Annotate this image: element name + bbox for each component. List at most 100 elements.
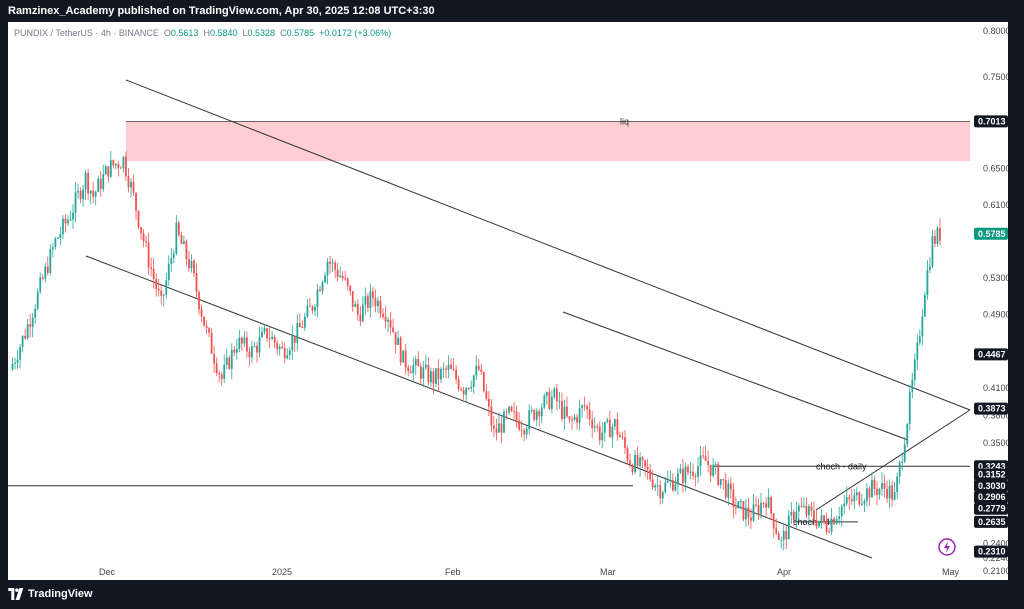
candle-body bbox=[583, 405, 586, 407]
symbol-legend: PUNDIX / TetherUS · 4h · BINANCE O0.5613… bbox=[14, 28, 391, 38]
candle-body bbox=[114, 164, 117, 166]
candle-body bbox=[177, 222, 180, 235]
candle-body bbox=[109, 160, 112, 177]
candle-body bbox=[576, 416, 578, 423]
candle-body bbox=[266, 328, 268, 339]
candle-body bbox=[316, 289, 319, 307]
candle-body bbox=[646, 466, 649, 470]
open-value: 0.5613 bbox=[170, 28, 199, 38]
candle-body bbox=[508, 406, 510, 413]
candle-body bbox=[712, 464, 715, 476]
candle-body bbox=[102, 174, 105, 190]
candle-body bbox=[268, 338, 271, 340]
liquidity-zone bbox=[126, 121, 970, 162]
candle-body bbox=[321, 282, 324, 291]
candle-body bbox=[757, 504, 760, 514]
candle-body bbox=[112, 160, 115, 166]
high-value: 0.5840 bbox=[209, 28, 238, 38]
candle-body bbox=[460, 388, 463, 391]
candle-body bbox=[145, 241, 147, 243]
price-label-box bbox=[974, 468, 1008, 481]
candle-body bbox=[465, 388, 468, 395]
candle-body bbox=[477, 365, 480, 370]
candle-body bbox=[568, 416, 571, 420]
candle-body bbox=[147, 242, 150, 268]
candle-body bbox=[31, 317, 34, 327]
footer-bar: TradingView bbox=[0, 580, 1024, 609]
candle-body bbox=[495, 428, 498, 433]
brand-name[interactable]: TradingView bbox=[28, 588, 93, 600]
candle-body bbox=[72, 212, 74, 220]
candle-body bbox=[545, 392, 548, 396]
chart-plot-area[interactable]: liq choch - daily choch - 4h 0.8000 0.7500 0.… bbox=[8, 22, 1008, 580]
candle-body bbox=[520, 429, 523, 431]
candle-body bbox=[346, 278, 349, 286]
candle-body bbox=[344, 278, 347, 280]
price-label-box bbox=[974, 348, 1008, 361]
candle-body bbox=[11, 363, 14, 370]
candle-body bbox=[256, 346, 258, 353]
candle-body bbox=[369, 291, 372, 308]
candle-body bbox=[414, 359, 417, 366]
price-label-text: 0.2635 bbox=[978, 517, 1006, 527]
candle-body bbox=[578, 408, 581, 423]
price-label-text: 0.2310 bbox=[978, 547, 1006, 557]
candle-body bbox=[99, 178, 102, 190]
candle-body bbox=[797, 505, 800, 512]
candle-body bbox=[767, 497, 770, 508]
candle-body bbox=[886, 488, 888, 499]
candle-body bbox=[538, 411, 541, 417]
candle-body bbox=[815, 520, 818, 527]
candle-body bbox=[379, 300, 382, 314]
candle-body bbox=[39, 277, 42, 292]
candle-body bbox=[533, 410, 536, 420]
tradingview-logo-icon[interactable] bbox=[8, 588, 24, 600]
candle-body bbox=[591, 419, 594, 428]
candle-body bbox=[734, 507, 737, 509]
candle-body bbox=[223, 364, 226, 379]
candle-body bbox=[843, 503, 846, 507]
candle-body bbox=[480, 369, 483, 373]
candle-body bbox=[152, 269, 155, 279]
candle-body bbox=[62, 218, 64, 235]
candle-body bbox=[775, 528, 778, 534]
candle-body bbox=[137, 210, 140, 228]
candle-body bbox=[82, 189, 84, 200]
candle-body bbox=[155, 278, 158, 289]
lightning-icon[interactable] bbox=[938, 538, 956, 556]
candle-body bbox=[903, 444, 906, 462]
candle-body bbox=[684, 466, 687, 483]
liquidity-label: liq bbox=[620, 116, 629, 126]
candle-body bbox=[641, 457, 644, 461]
candle-body bbox=[921, 316, 924, 337]
candle-body bbox=[782, 531, 785, 540]
candle-body bbox=[636, 454, 639, 467]
candle-body bbox=[341, 275, 344, 279]
candle-body bbox=[427, 364, 430, 383]
y-axis-tick-label: 0.5300 bbox=[983, 273, 1008, 283]
candle-body bbox=[455, 369, 457, 380]
candle-body bbox=[205, 325, 208, 329]
candle-body bbox=[296, 323, 299, 343]
candle-body bbox=[487, 398, 490, 407]
candle-body bbox=[500, 423, 503, 433]
candle-body bbox=[200, 309, 203, 317]
candle-body bbox=[714, 463, 717, 465]
candle-body bbox=[452, 368, 455, 370]
candle-body bbox=[311, 306, 314, 311]
candle-body bbox=[349, 285, 352, 292]
candle-body bbox=[208, 328, 211, 333]
candle-body bbox=[611, 426, 614, 438]
candle-body bbox=[719, 479, 722, 485]
candle-body bbox=[273, 336, 276, 343]
candle-body bbox=[122, 156, 125, 169]
candle-body bbox=[918, 336, 921, 343]
candle-body bbox=[354, 304, 357, 307]
candle-body bbox=[291, 335, 294, 351]
candle-body bbox=[563, 406, 566, 419]
candle-body bbox=[16, 359, 19, 363]
candle-body bbox=[634, 454, 636, 473]
candle-body bbox=[664, 482, 667, 493]
candle-body bbox=[739, 501, 742, 503]
